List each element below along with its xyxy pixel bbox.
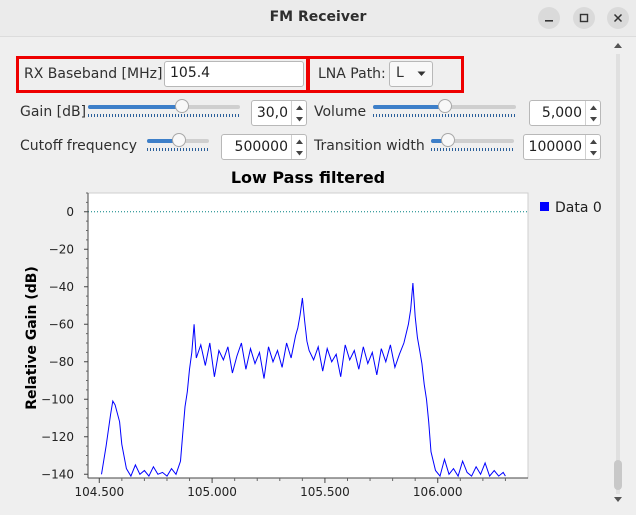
- y-tick-label: −80: [49, 355, 74, 369]
- legend: Data 0: [540, 200, 602, 216]
- legend-entry: Data 0: [555, 200, 602, 216]
- legend-swatch: [540, 202, 549, 211]
- series-line-data-0: [101, 282, 506, 478]
- gain-spinbox[interactable]: 30,0: [251, 100, 307, 126]
- y-tick-label: −100: [41, 392, 74, 406]
- lna-path-select[interactable]: L: [389, 61, 433, 87]
- slider-handle[interactable]: [175, 99, 190, 113]
- chevron-down-icon: [589, 150, 597, 155]
- vertical-scrollbar[interactable]: [612, 40, 624, 505]
- x-tick-label: 105.500: [300, 485, 350, 499]
- transition-decrement-button[interactable]: [586, 147, 600, 159]
- cutoff-frequency-slider[interactable]: [147, 132, 209, 151]
- rx-baseband-label: RX Baseband [MHz]:: [24, 66, 168, 82]
- slider-handle[interactable]: [172, 133, 187, 147]
- volume-label: Volume: [314, 104, 367, 120]
- transition-width-slider[interactable]: [431, 132, 514, 151]
- volume-decrement-button[interactable]: [586, 113, 600, 125]
- transition-width-value: 100000: [528, 139, 582, 155]
- cutoff-frequency-value: 500000: [234, 139, 288, 155]
- scroll-down-icon[interactable]: [612, 495, 624, 505]
- maximize-icon: [579, 13, 589, 23]
- slider-handle[interactable]: [437, 99, 452, 113]
- transition-increment-button[interactable]: [586, 135, 600, 147]
- y-axis-label: Relative Gain (dB): [24, 266, 40, 410]
- y-tick-label: −140: [41, 467, 74, 481]
- gain-label: Gain [dB]: [20, 104, 87, 120]
- highlight-lna-path: [306, 56, 464, 93]
- close-button[interactable]: [607, 7, 629, 29]
- chevron-up-icon: [589, 105, 597, 110]
- chart-title: Low Pass filtered: [230, 168, 386, 187]
- close-icon: [613, 13, 623, 23]
- chevron-down-icon: [589, 116, 597, 121]
- volume-increment-button[interactable]: [586, 101, 600, 113]
- title-bar: FM Receiver: [0, 0, 636, 37]
- window-title: FM Receiver: [269, 9, 367, 25]
- x-tick-label: 104.500: [74, 485, 124, 499]
- gain-decrement-button[interactable]: [292, 113, 306, 125]
- chevron-up-icon: [295, 105, 303, 110]
- chevron-down-icon: [417, 71, 426, 76]
- y-tick-label: −20: [49, 242, 74, 256]
- y-tick-label: 0: [66, 205, 74, 219]
- minimize-icon: [545, 20, 553, 22]
- y-tick-label: −60: [49, 317, 74, 331]
- lna-path-value: L: [396, 65, 404, 81]
- volume-spinbox[interactable]: 5,000: [529, 100, 601, 126]
- gain-slider[interactable]: [88, 98, 240, 117]
- rx-baseband-input[interactable]: 105.4: [164, 61, 304, 87]
- cutoff-frequency-label: Cutoff frequency: [20, 138, 138, 154]
- y-tick-label: −40: [49, 280, 74, 294]
- chevron-down-icon: [295, 150, 303, 155]
- slider-handle[interactable]: [440, 133, 455, 147]
- plot-area: [87, 192, 529, 479]
- chevron-up-icon: [295, 139, 303, 144]
- transition-width-label: Transition width: [314, 138, 425, 154]
- scroll-up-icon[interactable]: [612, 40, 624, 50]
- minimize-button[interactable]: [538, 7, 560, 29]
- cutoff-frequency-spinbox[interactable]: 500000: [221, 134, 307, 160]
- x-tick-label: 105.000: [187, 485, 237, 499]
- transition-width-spinbox[interactable]: 100000: [523, 134, 601, 160]
- chevron-up-icon: [589, 139, 597, 144]
- gain-value: 30,0: [256, 105, 288, 121]
- volume-slider[interactable]: [373, 98, 516, 117]
- y-tick-label: −120: [41, 430, 74, 444]
- volume-value: 5,000: [541, 105, 582, 121]
- maximize-button[interactable]: [573, 7, 595, 29]
- lna-path-label: LNA Path:: [318, 66, 386, 82]
- chevron-down-icon: [295, 116, 303, 121]
- cutoff-decrement-button[interactable]: [292, 147, 306, 159]
- x-tick-label: 106.000: [413, 485, 463, 499]
- scrollbar-thumb[interactable]: [614, 460, 622, 490]
- gain-increment-button[interactable]: [292, 101, 306, 113]
- cutoff-increment-button[interactable]: [292, 135, 306, 147]
